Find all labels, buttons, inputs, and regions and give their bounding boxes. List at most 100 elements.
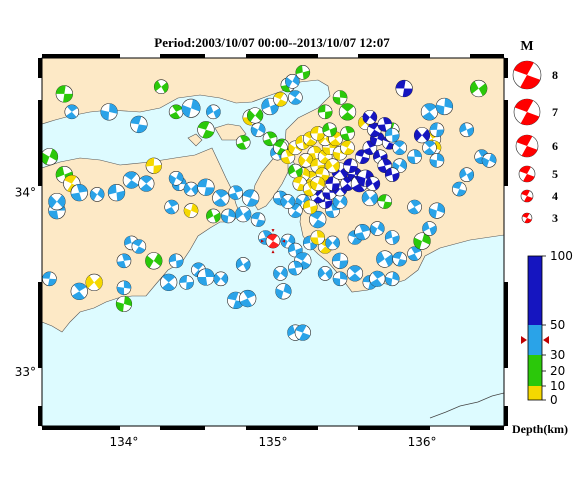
earthquake-mechanism [250,122,266,138]
earthquake-mechanism [197,268,215,286]
earthquake-mechanism [459,167,475,182]
frame-bar-bottom [42,426,120,430]
earthquake-mechanism [220,208,236,224]
epicenter-pointer [271,229,275,233]
depth-scale-band [528,325,542,355]
frame-bar-bottom [358,426,430,430]
earthquake-mechanism [280,194,296,209]
land-shodoshima [214,123,247,141]
earthquake-mechanism [354,224,371,241]
earthquake-mechanism [407,149,422,165]
earthquake-mechanism [206,104,221,120]
earthquake-mechanism [160,273,178,292]
magnitude-legend-label: 8 [552,68,558,82]
earthquake-mechanism [429,153,445,168]
earthquake-mechanism [197,178,215,196]
frame-bar-top [470,54,504,58]
coastline-bottom-right [429,392,504,419]
frame-ticks [38,54,508,430]
earthquake-mechanism [298,153,314,168]
frame-bar-left [38,406,42,426]
magnitude-legend-ball [515,134,539,158]
earthquake-mechanism [64,104,80,120]
frame-bar-bottom [246,426,318,430]
earthquake-mechanism [361,189,378,207]
earthquake-mechanism [183,181,199,197]
depth-scale-band [528,256,542,325]
frame-bar-top [246,54,318,58]
earthquake-mechanism [241,189,260,207]
earthquake-mechanism [310,126,326,141]
earthquake-mechanism [428,202,446,219]
earthquake-mechanism [42,271,57,287]
earthquake-mechanism [70,183,88,202]
earthquake-mechanism [288,163,303,179]
earthquake-mechanism [309,210,327,229]
frame-bar-right [504,100,508,186]
earthquake-mechanism [369,270,386,287]
earthquake-mechanism [343,158,358,174]
earthquake-mechanism [168,170,184,186]
earthquake-mechanism [481,153,497,168]
earthquake-mechanism [273,266,288,281]
depth-scale-label: 100 [550,249,573,263]
earthquake-mechanism [262,131,278,147]
frame-bar-top [358,54,430,58]
depth-scale-label: 20 [550,364,565,378]
main-epicenter-marker [261,229,285,254]
earthquake-mechanism [451,181,467,197]
earthquake-mechanism [340,126,355,141]
magnitude-legend-label: 5 [552,167,558,181]
earthquake-mechanism [384,127,400,143]
magnitude-legend-label: 4 [552,189,558,203]
earthquake-mechanism [295,65,311,80]
frame-bar-top [160,54,205,58]
magnitude-legend-label: 3 [552,211,558,225]
earthquake-events [42,65,497,341]
earthquake-mechanism [370,221,385,236]
earthquake-mechanism [130,115,148,134]
frame-bar-right [504,58,508,78]
earthquake-mechanism [168,104,184,120]
map-title: Period:2003/10/07 00:00--2013/10/07 12:0… [154,35,390,50]
x-tick-label: 134° [110,435,139,449]
earthquake-mechanism [168,253,184,269]
earthquake-mechanism [288,260,303,276]
earthquake-mechanism [48,192,66,211]
earthquake-mechanism [235,135,251,150]
earthquake-mechanism [317,104,333,120]
earthquake-mechanism [384,167,400,182]
frame-bar-bottom [470,426,504,430]
earthquake-mechanism [332,90,348,105]
earthquake-mechanism [153,79,169,95]
earthquake-mechanism [183,203,199,218]
earthquake-mechanism [377,194,393,209]
earthquake-mechanism [164,199,179,215]
depth-marker-right [543,336,549,344]
earthquake-mechanism [179,275,194,290]
earthquake-mechanism [317,266,333,281]
earthquake-mechanism [235,257,251,272]
earthquake-mechanism [197,121,215,139]
earthquake-mechanism [331,252,349,269]
frame-bar-left [38,100,42,186]
earthquake-mechanism [420,103,439,121]
earthquake-mechanism [302,199,318,215]
earthquake-mechanism [239,289,257,308]
x-tick-label: 136° [408,435,437,449]
epicenter-pointer [271,250,275,254]
epicenter-pointer [261,239,264,243]
magnitude-legend-ball [512,60,542,90]
epicenter-pointer [282,239,285,243]
depth-scale-band [528,371,542,386]
earthquake-mechanism [273,91,288,107]
frame-bar-left [38,58,42,78]
earthquake-mechanism [116,253,132,269]
earthquake-mechanism [181,98,201,118]
earthquake-mechanism [70,282,88,301]
earthquake-mechanism [310,230,326,245]
earthquake-mechanism [107,183,126,202]
earthquake-mechanism [332,194,348,209]
